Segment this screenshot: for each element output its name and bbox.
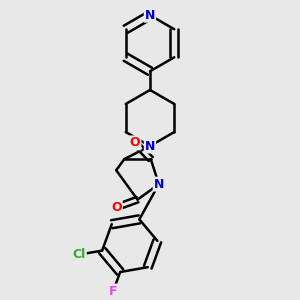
Text: O: O (111, 201, 122, 214)
Text: N: N (145, 9, 155, 22)
Text: N: N (154, 178, 164, 190)
Text: F: F (109, 285, 118, 298)
Text: Cl: Cl (73, 248, 86, 261)
Text: N: N (145, 140, 155, 152)
Text: O: O (130, 136, 140, 149)
